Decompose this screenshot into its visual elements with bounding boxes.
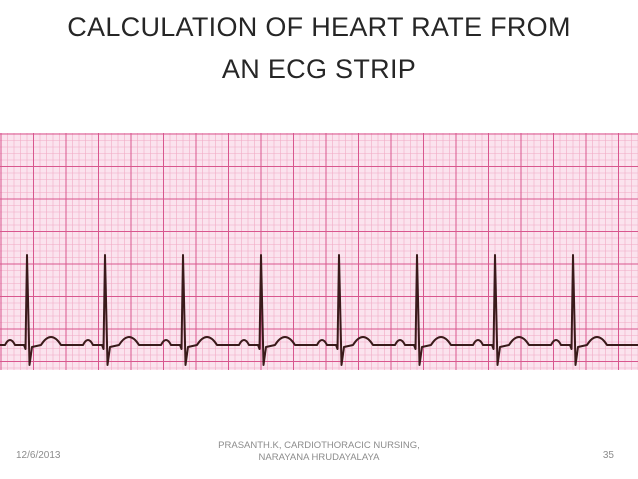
ecg-trace	[0, 254, 638, 366]
title-line-2: AN ECG STRIP	[221, 54, 417, 84]
footer-date: 12/6/2013	[16, 450, 61, 461]
slide-title: CALCULATION OF HEART RATE FROM AN ECG ST…	[20, 6, 618, 90]
ecg-grid-major	[0, 133, 638, 370]
footer-author-line-1: PRASANTH.K, CARDIOTHORACIC NURSING,	[218, 440, 420, 451]
ecg-paper-background	[0, 133, 638, 370]
footer-author-line-2: NARAYANA HRUDAYALAYA	[258, 452, 380, 463]
title-line-1: CALCULATION OF HEART RATE FROM	[67, 12, 571, 42]
footer-author: PRASANTH.K, CARDIOTHORACIC NURSING, NARA…	[200, 440, 438, 464]
ecg-strip-image	[0, 133, 638, 370]
slide-number: 35	[602, 450, 614, 461]
